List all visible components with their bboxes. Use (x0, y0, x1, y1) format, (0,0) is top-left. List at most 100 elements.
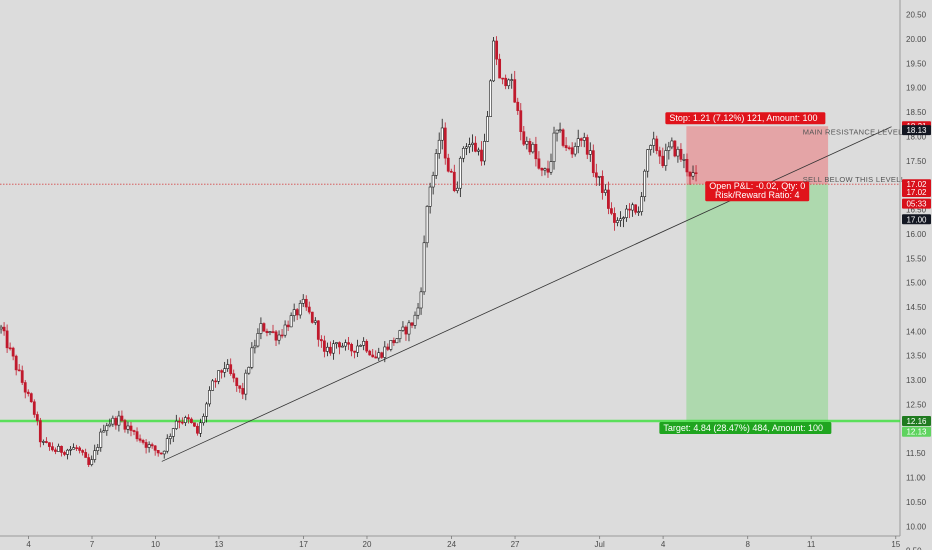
candle-body (407, 322, 411, 335)
candle-body (455, 187, 459, 191)
candle-body (434, 153, 438, 176)
candle-body (286, 324, 290, 328)
candle-body (20, 370, 24, 383)
candle-body (17, 369, 21, 372)
x-tick-label: 24 (447, 540, 456, 549)
y-tick-label: 13.50 (906, 352, 927, 361)
candle-body (374, 356, 378, 359)
candle-body (307, 306, 311, 313)
candle-body (159, 452, 163, 455)
candle-body (555, 129, 559, 134)
candle-body (540, 168, 544, 171)
candle-body (250, 347, 254, 368)
price-pill-bg (902, 125, 931, 136)
candle-body (452, 171, 456, 191)
candle-body (679, 148, 683, 160)
candle-body (199, 422, 202, 434)
candle-body (211, 380, 214, 391)
candle-body (350, 344, 353, 352)
candle-body (241, 388, 245, 395)
stop-label: Stop: 1.21 (7.12%) 121, Amount: 100 (669, 113, 817, 123)
candle-body (380, 352, 384, 358)
candle-body (141, 440, 145, 443)
candle-body (111, 417, 115, 425)
y-tick-label: 18.50 (906, 108, 927, 117)
pnl-box (705, 181, 810, 202)
candle-body (223, 368, 227, 373)
price-pill-bg (902, 179, 931, 190)
candle-body (655, 138, 659, 151)
candle-body (60, 445, 63, 453)
candle-body (265, 330, 269, 334)
candlesticks (0, 36, 698, 467)
candle-body (177, 420, 181, 423)
y-tick-label: 14.50 (906, 303, 927, 312)
candle-body (685, 159, 689, 173)
candle-body (552, 132, 556, 162)
candle-body (613, 213, 616, 223)
candle-body (277, 334, 281, 341)
candle-body (625, 208, 628, 218)
candle-body (99, 431, 103, 448)
candle-body (688, 171, 692, 177)
y-tick-label: 10.00 (906, 522, 927, 531)
candle-body (594, 172, 598, 178)
candle-body (247, 367, 251, 374)
candle-body (180, 421, 184, 424)
price-pill: 17.02 (906, 180, 927, 189)
x-tick-label: 13 (214, 540, 223, 549)
candle-body (597, 175, 601, 178)
candle-body (183, 417, 187, 423)
candle-body (96, 447, 100, 452)
candle-body (437, 139, 441, 154)
candle-body (471, 142, 474, 145)
candle-body (607, 189, 610, 209)
candle-body (132, 430, 136, 432)
candle-body (359, 345, 363, 347)
candle-body (208, 390, 211, 405)
candle-body (301, 298, 305, 304)
candle-body (483, 141, 486, 162)
candle-body (165, 438, 169, 452)
price-pill: 17.00 (906, 215, 927, 224)
candle-body (81, 450, 85, 453)
candle-body (404, 326, 408, 335)
candle-body (54, 449, 57, 452)
candle-body (253, 345, 257, 349)
candle-body (87, 457, 91, 465)
x-tick-label: 7 (90, 540, 95, 549)
candle-body (489, 80, 492, 117)
candle-body (44, 441, 48, 443)
candle-body (38, 420, 42, 443)
stop-loss-zone[interactable] (686, 126, 829, 185)
candle-body (226, 364, 230, 369)
candle-body (474, 142, 477, 152)
short-position-tool[interactable] (686, 126, 829, 422)
take-profit-zone[interactable] (686, 184, 829, 422)
y-tick-label: 9.50 (906, 547, 922, 550)
candle-body (292, 309, 296, 316)
candle-body (513, 79, 517, 103)
candle-body (622, 217, 625, 220)
annotation-text: SELL BELOW THIS LEVEL! (803, 175, 903, 184)
candle-body (298, 302, 302, 316)
candle-body (238, 385, 242, 389)
candle-body (528, 141, 532, 153)
candle-body (658, 150, 662, 157)
candle-body (69, 448, 72, 451)
candle-body (561, 129, 565, 146)
target-label: Target: 4.84 (28.47%) 484, Amount: 100 (663, 423, 823, 433)
candle-body (171, 428, 175, 437)
price-pill: 18.13 (906, 126, 927, 135)
candle-body (362, 340, 366, 346)
y-tick-label: 20.50 (906, 11, 927, 20)
time-axis[interactable] (0, 536, 900, 550)
candle-body (431, 175, 435, 188)
candle-body (338, 342, 341, 348)
candle-body (262, 323, 266, 332)
candle-body (66, 449, 69, 455)
price-axis[interactable] (900, 0, 932, 550)
candle-body (628, 208, 631, 211)
